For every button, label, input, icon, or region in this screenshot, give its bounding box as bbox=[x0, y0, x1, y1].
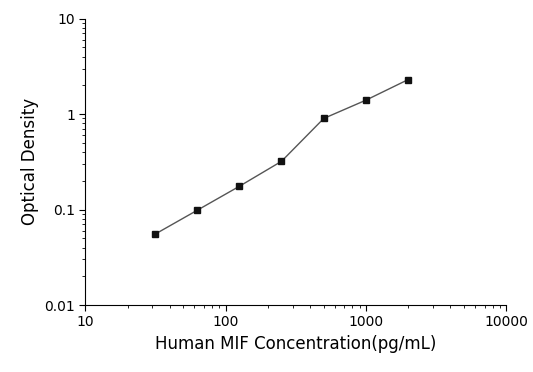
X-axis label: Human MIF Concentration(pg/mL): Human MIF Concentration(pg/mL) bbox=[155, 335, 437, 353]
Y-axis label: Optical Density: Optical Density bbox=[21, 98, 38, 225]
